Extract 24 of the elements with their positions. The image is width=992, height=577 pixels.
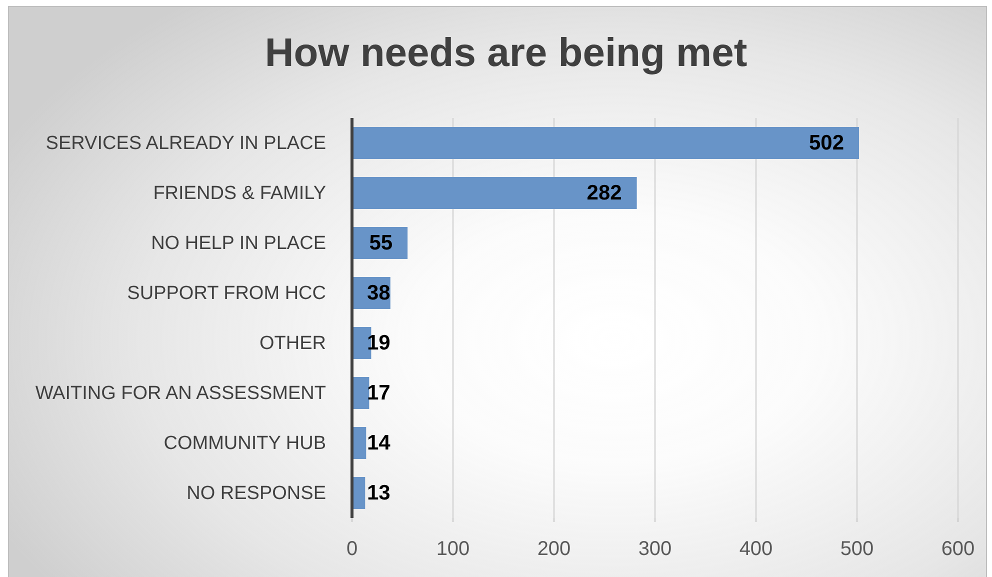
data-label: 282 [586, 182, 622, 204]
x-tick-label: 400 [739, 538, 773, 560]
y-tick-label: COMMUNITY HUB [164, 432, 326, 454]
x-tick-label: 0 [346, 538, 358, 560]
data-label: 13 [367, 482, 390, 504]
x-tick-label: 200 [537, 538, 571, 560]
x-tick-label: 300 [638, 538, 672, 560]
y-tick-label: FRIENDS & FAMILY [153, 182, 326, 204]
chart-title: How needs are being met [264, 30, 748, 77]
x-tick-label: 600 [941, 538, 975, 560]
y-tick-label: SUPPORT FROM HCC [127, 282, 326, 304]
data-label: 502 [808, 132, 844, 154]
y-tick-label: OTHER [260, 332, 326, 354]
data-label: 38 [367, 282, 391, 304]
y-tick-label: WAITING FOR AN ASSESSMENT [35, 382, 326, 404]
data-label: 55 [369, 232, 393, 254]
x-tick-label: 100 [436, 538, 470, 560]
data-label: 14 [367, 432, 391, 454]
x-tick-label: 500 [840, 538, 874, 560]
y-tick-label: NO HELP IN PLACE [151, 232, 326, 254]
y-tick-label: NO RESPONSE [186, 482, 326, 504]
bar [352, 127, 860, 159]
bar [352, 177, 637, 209]
y-tick-label: SERVICES ALREADY IN PLACE [46, 132, 326, 154]
